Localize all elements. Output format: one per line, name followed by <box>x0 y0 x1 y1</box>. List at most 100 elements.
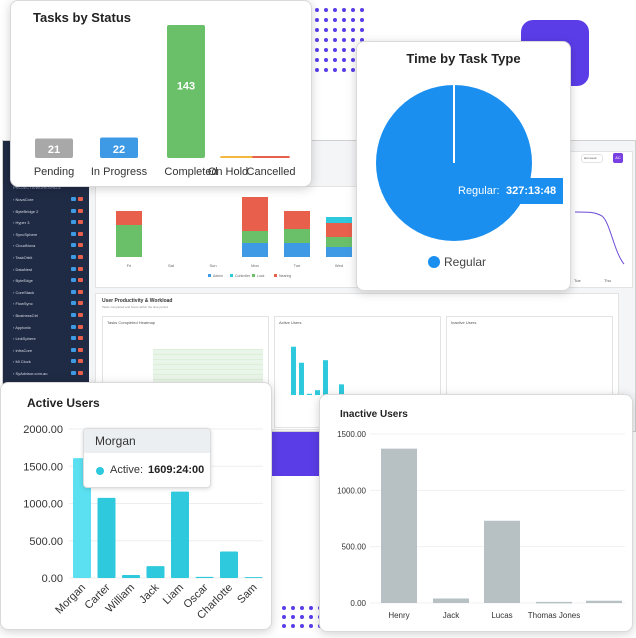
status-bar-in-progress[interactable] <box>100 137 138 158</box>
sidebar-item-badge <box>78 359 83 364</box>
sidebar-item[interactable]: › NovaCore <box>13 197 34 202</box>
status-category-label: Completed <box>164 166 217 178</box>
background-day-label: Wed <box>335 263 343 268</box>
header-chip-label: last week <box>584 156 597 160</box>
decorative-dot <box>360 28 364 32</box>
status-bar-value-label: 22 <box>113 144 125 156</box>
sidebar-item[interactable]: › LinkSphere <box>13 336 36 342</box>
status-category-label: On Hold <box>208 166 248 178</box>
active-user-bar[interactable] <box>97 497 116 578</box>
inactive-user-bar[interactable] <box>433 598 469 603</box>
y-tick-label: 1000.00 <box>337 486 366 495</box>
time-by-task-type-card: Time by Task Type Regular Regular: 327:1… <box>356 41 571 291</box>
sidebar-item[interactable]: › Apptonix <box>13 324 31 330</box>
sidebar-item-badge <box>71 278 76 283</box>
inactive-user-label: Thomas Jones <box>528 611 580 620</box>
decorative-dot <box>351 28 355 32</box>
status-bar-completed[interactable] <box>167 25 205 158</box>
background-day-label: Sun <box>209 263 216 268</box>
sidebar-item[interactable]: › SyncSphere <box>13 231 38 237</box>
decorative-dot <box>291 615 295 619</box>
active-user-label: Morgan <box>53 582 88 617</box>
sidebar-item[interactable]: › DataNest <box>13 266 33 272</box>
decorative-dot <box>315 28 319 32</box>
decorative-dot <box>351 18 355 22</box>
avatar[interactable]: AC <box>613 153 623 163</box>
status-bar-pending[interactable] <box>35 138 73 158</box>
sidebar-item-badge <box>71 371 76 375</box>
background-bar-segment <box>242 213 268 231</box>
background-bar-segment <box>242 231 268 243</box>
inactive-user-bar[interactable] <box>536 601 572 604</box>
decorative-dot <box>324 18 328 22</box>
sidebar-item[interactable]: › BusinessCtrl <box>13 313 38 318</box>
tooltip-marker <box>96 467 104 475</box>
sidebar-item-badge <box>78 313 83 317</box>
background-bar-segment <box>284 211 310 219</box>
decorative-dot <box>282 624 286 628</box>
decorative-dot <box>315 58 319 62</box>
pie-tooltip: Regular: 327:13:48 <box>449 178 563 204</box>
sidebar-item[interactable]: › ByteEdge <box>13 278 33 284</box>
sidebar-item[interactable]: › Mi Clock <box>13 359 31 365</box>
sidebar-item[interactable]: › Hyper 3 <box>13 220 30 226</box>
active-user-label: Sam <box>235 582 259 606</box>
active-user-bar[interactable] <box>73 458 91 578</box>
sidebar-item-badge <box>78 301 83 306</box>
decorative-dot <box>342 38 346 42</box>
inactive-user-bar[interactable] <box>381 448 417 603</box>
decorative-dot <box>342 18 346 22</box>
background-bar-segment <box>284 229 310 243</box>
status-bar-on-hold[interactable] <box>220 156 258 158</box>
active-user-bar[interactable] <box>146 566 165 578</box>
sidebar-item-badge <box>78 243 83 248</box>
sidebar-item-badge <box>78 231 83 236</box>
active-user-label: Jack <box>137 581 162 606</box>
legend-marker-regular <box>428 256 440 268</box>
sidebar-item[interactable]: › SyAdvisor.com.au <box>13 371 48 376</box>
sidebar-item[interactable]: › ByteBridge 2 <box>13 208 39 214</box>
y-tick-label: 1000.00 <box>23 499 63 511</box>
legend-label-regular: Regular <box>444 255 486 269</box>
inactive-user-bar[interactable] <box>586 600 622 603</box>
decorative-dot <box>333 18 337 22</box>
sidebar-item-badge <box>71 313 76 317</box>
sidebar-item-badge <box>71 220 76 225</box>
status-category-label: Cancelled <box>247 166 296 178</box>
sidebar-item-badge <box>78 255 83 259</box>
background-stacked-bars: Fri Sat Sun Mon Tue Wed Admin Controller Lock Nea… <box>116 197 352 278</box>
inactive-user-label: Jack <box>443 611 460 620</box>
right-axis-label-1: Tue <box>574 278 581 283</box>
inactive-users-chart: 0.00 500.00 1000.00 1500.00 Henry Jack Lucas Th… <box>337 430 625 620</box>
decorative-dot <box>324 38 328 42</box>
tooltip-value: 1609:24:00 <box>148 464 205 476</box>
active-user-bar[interactable] <box>244 577 263 578</box>
decorative-dot <box>300 606 304 610</box>
inactive-user-bar[interactable] <box>484 520 520 603</box>
active-user-bar[interactable] <box>122 575 140 578</box>
sidebar-item[interactable]: › TaskOrbit <box>13 255 33 260</box>
active-user-bar[interactable] <box>171 491 189 578</box>
background-legend-label: Controller <box>235 274 251 278</box>
active-user-bar[interactable] <box>220 551 238 578</box>
decorative-dot <box>360 18 364 22</box>
decorative-dot <box>333 38 337 42</box>
sidebar-item[interactable]: › CoreStack <box>13 289 35 295</box>
status-bar-cancelled[interactable] <box>252 156 290 158</box>
sidebar-item[interactable]: › FlowSync <box>13 301 33 307</box>
status-category-label: Pending <box>34 166 74 178</box>
background-legend-marker <box>252 274 255 277</box>
background-bar-segment <box>326 247 352 257</box>
time-by-task-type-chart: Regular <box>376 85 532 269</box>
heatmap-title: Tasks Completed Heatmap <box>107 320 156 325</box>
sidebar-item[interactable]: › CloudNova <box>13 243 36 249</box>
tasks-by-status-card: Tasks by Status 21 Pending 22 In Progress 14… <box>10 0 312 187</box>
decorative-dot <box>324 58 328 62</box>
decorative-dot <box>351 38 355 42</box>
sidebar-item[interactable]: › InfraCore <box>13 347 33 353</box>
active-user-bar[interactable] <box>195 576 214 578</box>
sidebar-item-badge <box>71 301 76 306</box>
sidebar-item-badge <box>78 208 83 213</box>
decorative-dot <box>333 68 337 72</box>
